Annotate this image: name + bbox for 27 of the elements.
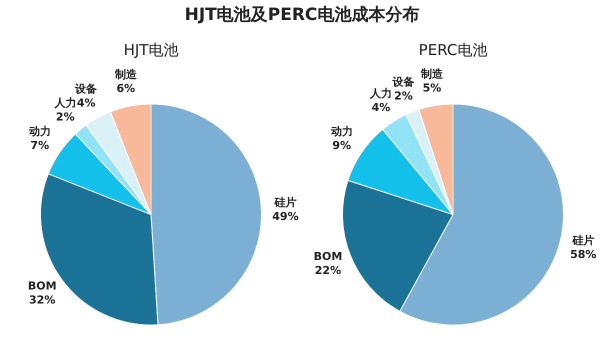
slice-label: 动力 — [28, 124, 51, 138]
slice-label: 硅片 — [571, 234, 594, 247]
data-label: 2% — [394, 89, 413, 102]
data-label: 5% — [422, 82, 442, 95]
data-label: 22% — [314, 264, 342, 277]
slice-label: 人力 — [368, 86, 392, 100]
data-label: 2% — [56, 110, 75, 124]
data-label: 9% — [332, 138, 352, 152]
slice-label: BOM — [28, 279, 57, 292]
data-label: 58% — [570, 248, 596, 261]
slice-label: 设备 — [74, 82, 98, 96]
slice-label: 制造 — [420, 68, 444, 81]
slice-label: 制造 — [114, 68, 138, 82]
slice-label: 动力 — [330, 124, 353, 138]
data-label: 6% — [116, 82, 136, 96]
slice-label: BOM — [314, 250, 342, 263]
chart-subtitle: HJT电池 — [124, 40, 178, 59]
data-label: 7% — [30, 138, 50, 152]
slice-label: 设备 — [391, 75, 414, 88]
data-label: 4% — [372, 100, 390, 114]
data-label: 4% — [76, 96, 96, 110]
chart-title: HJT电池及PERC电池成本分布 — [184, 4, 420, 27]
chart-title: PERC电池 — [418, 40, 488, 59]
slice-label: 人力 — [53, 96, 76, 110]
data-label: 32% — [29, 293, 56, 306]
slice-label: 硅片 — [273, 196, 296, 210]
data-label: 49% — [272, 210, 299, 224]
